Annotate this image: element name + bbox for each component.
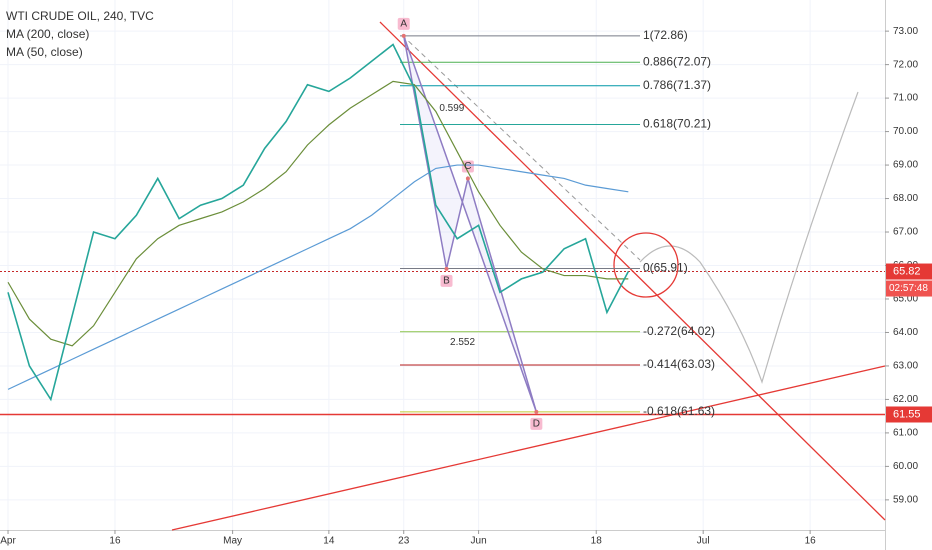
pattern-label: D <box>533 418 540 429</box>
legend-ma200: MA (200, close) <box>6 27 89 41</box>
y-tick-label: 69.00 <box>893 160 918 171</box>
trend-line <box>171 365 886 531</box>
x-tick-label: 16 <box>109 536 121 547</box>
y-tick-label: 65.00 <box>893 294 918 305</box>
projection <box>639 91 859 384</box>
y-tick-label: 71.00 <box>893 93 918 104</box>
support-price-label: 61.55 <box>893 408 921 420</box>
ma-line <box>7 164 629 390</box>
fib-label: 0.886(72.07) <box>643 54 711 68</box>
fib-label: 0(65.91) <box>643 261 688 275</box>
y-tick-label: 60.00 <box>893 461 918 472</box>
y-tick-label: 62.00 <box>893 394 918 405</box>
countdown-bg <box>886 280 932 297</box>
price-line <box>7 43 630 402</box>
y-tick-label: 59.00 <box>893 495 918 506</box>
x-tick-label: Jun <box>471 536 487 547</box>
y-tick-label: 61.00 <box>893 428 918 439</box>
pattern-label: A <box>400 18 407 29</box>
x-tick-label: 18 <box>591 536 603 547</box>
y-tick-label: 72.00 <box>893 59 918 70</box>
pattern-label: B <box>443 275 450 286</box>
fib-label: 1(72.86) <box>643 28 688 42</box>
pattern-label-bg <box>530 417 543 430</box>
pattern-label-bg <box>440 274 453 287</box>
y-tick-label: 63.00 <box>893 361 918 372</box>
legend-ma50: MA (50, close) <box>6 45 83 59</box>
highlight-circle <box>613 232 679 298</box>
x-tick-label: May <box>223 536 242 547</box>
x-tick-label: 16 <box>805 536 817 547</box>
pattern-point <box>465 176 470 181</box>
y-tick-label: 73.00 <box>893 26 918 37</box>
pattern-point <box>534 409 539 414</box>
pattern-point <box>444 266 449 271</box>
x-tick-label: 14 <box>323 536 335 547</box>
channel-line <box>401 34 641 261</box>
last-price-label: 65.82 <box>893 265 921 277</box>
pattern-label: C <box>464 161 471 172</box>
trend-line <box>379 21 886 521</box>
pattern-ratio: 2.552 <box>450 337 475 348</box>
x-tick-label: Jul <box>697 536 710 547</box>
pattern-label-bg <box>461 160 474 173</box>
countdown-label: 02:57:48 <box>889 283 928 294</box>
chart-title: WTI CRUDE OIL, 240, TVC <box>6 9 154 23</box>
ma-line <box>7 80 629 347</box>
fib-label: 0.618(70.21) <box>643 117 711 131</box>
last-price-bg <box>886 263 932 280</box>
pattern-label-bg <box>397 17 410 30</box>
pattern-point <box>401 33 406 38</box>
plot <box>0 0 886 531</box>
fib-label: -0.618(61.63) <box>643 404 715 418</box>
y-tick-label: 64.00 <box>893 327 918 338</box>
fib-label: -0.272(64.02) <box>643 324 715 338</box>
fib-label: 0.786(71.37) <box>643 78 711 92</box>
support-price-bg <box>886 406 932 423</box>
x-tick-label: 23 <box>398 536 410 547</box>
y-tick-label: 67.00 <box>893 227 918 238</box>
x-tick-label: Apr <box>0 536 16 547</box>
y-tick-label: 70.00 <box>893 126 918 137</box>
fib-label: -0.414(63.03) <box>643 357 715 371</box>
pattern-ratio: 0.599 <box>439 103 464 114</box>
y-tick-label: 68.00 <box>893 193 918 204</box>
